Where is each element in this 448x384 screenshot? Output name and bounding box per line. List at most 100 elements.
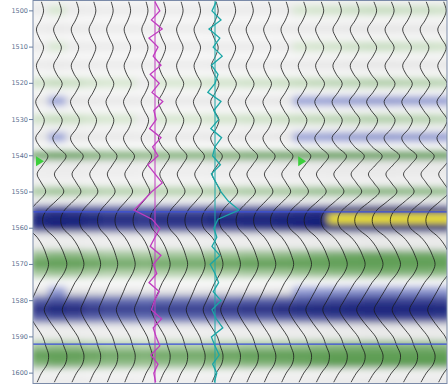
amplitude-cell: [48, 214, 66, 224]
amplitude-cell: [310, 305, 328, 315]
amplitude-cell: [241, 196, 259, 206]
amplitude-cell: [171, 377, 189, 384]
amplitude-cell: [293, 305, 311, 315]
amplitude-cell: [66, 268, 84, 278]
amplitude-cell: [223, 6, 241, 16]
y-tick: [29, 264, 33, 265]
amplitude-cell: [345, 124, 363, 134]
plot-frame: [33, 1, 447, 384]
amplitude-cell: [66, 377, 84, 384]
amplitude-cell: [275, 69, 293, 79]
amplitude-cell: [275, 60, 293, 70]
amplitude-cell: [398, 87, 416, 97]
amplitude-cell: [398, 268, 416, 278]
amplitude-cell: [101, 377, 119, 384]
amplitude-cell: [363, 377, 381, 384]
amplitude-cell: [48, 60, 66, 70]
amplitude-cell: [258, 0, 276, 7]
amplitude-cell: [118, 133, 136, 143]
amplitude-cell: [171, 350, 189, 360]
amplitude-cell: [398, 377, 416, 384]
amplitude-cell: [33, 42, 49, 52]
amplitude-cell: [118, 24, 136, 34]
amplitude-cell: [241, 115, 259, 125]
amplitude-cell: [345, 51, 363, 61]
amplitude-cell: [310, 105, 328, 115]
amplitude-cell: [328, 69, 346, 79]
amplitude-cell: [398, 60, 416, 70]
amplitude-cell: [223, 350, 241, 360]
amplitude-cell: [415, 377, 433, 384]
amplitude-cell: [118, 187, 136, 197]
amplitude-cell: [363, 332, 381, 342]
wiggle-trace: [61, 2, 84, 382]
amplitude-cell: [188, 196, 206, 206]
amplitude-cell: [363, 6, 381, 16]
amplitude-cell: [433, 314, 447, 324]
wiggle-trace: [33, 2, 49, 382]
amplitude-cell: [328, 115, 346, 125]
amplitude-cell: [223, 105, 241, 115]
amplitude-cell: [345, 377, 363, 384]
amplitude-cell: [433, 33, 447, 43]
amplitude-cell: [328, 287, 346, 297]
amplitude-cell: [275, 359, 293, 369]
amplitude-cell: [136, 178, 154, 188]
y-tick: [29, 83, 33, 84]
amplitude-cell: [380, 169, 398, 179]
amplitude-cell: [398, 115, 416, 125]
amplitude-cell: [328, 42, 346, 52]
amplitude-cell: [83, 223, 101, 233]
amplitude-cell: [66, 6, 84, 16]
amplitude-cell: [345, 115, 363, 125]
y-tick: [29, 228, 33, 229]
amplitude-cell: [293, 332, 311, 342]
amplitude-cell: [415, 51, 433, 61]
well-log: [134, 2, 163, 382]
amplitude-cell: [118, 60, 136, 70]
amplitude-cell: [101, 187, 119, 197]
amplitude-cell: [33, 314, 49, 324]
amplitude-cell: [171, 187, 189, 197]
amplitude-cell: [188, 24, 206, 34]
amplitude-cell: [363, 24, 381, 34]
amplitude-cell: [48, 359, 66, 369]
amplitude-cell: [66, 151, 84, 161]
amplitude-cell: [345, 341, 363, 351]
amplitude-cell: [153, 105, 171, 115]
amplitude-cell: [83, 105, 101, 115]
amplitude-cell: [415, 96, 433, 106]
amplitude-cell: [415, 33, 433, 43]
amplitude-cell: [171, 69, 189, 79]
amplitude-cell: [171, 6, 189, 16]
amplitude-cell: [258, 287, 276, 297]
amplitude-cell: [101, 69, 119, 79]
amplitude-cell: [328, 305, 346, 315]
amplitude-cell: [433, 160, 447, 170]
amplitude-cell: [223, 377, 241, 384]
amplitude-cell: [380, 24, 398, 34]
amplitude-cell: [258, 78, 276, 88]
amplitude-cell: [310, 115, 328, 125]
amplitude-cell: [101, 51, 119, 61]
amplitude-cell: [380, 105, 398, 115]
amplitude-cell: [345, 287, 363, 297]
amplitude-cell: [241, 296, 259, 306]
amplitude-cell: [136, 287, 154, 297]
amplitude-cell: [136, 133, 154, 143]
wiggle-trace: [304, 2, 329, 382]
amplitude-cell: [66, 214, 84, 224]
amplitude-cell: [293, 124, 311, 134]
amplitude-cell: [48, 6, 66, 16]
amplitude-cell: [310, 296, 328, 306]
amplitude-cell: [433, 250, 447, 260]
amplitude-cell: [275, 268, 293, 278]
amplitude-cell: [223, 51, 241, 61]
y-tick-label: 1570: [11, 260, 28, 268]
amplitude-cell: [101, 124, 119, 134]
amplitude-cell: [83, 87, 101, 97]
amplitude-cell: [188, 250, 206, 260]
amplitude-cell: [66, 15, 84, 25]
amplitude-cell: [258, 124, 276, 134]
amplitude-cell: [310, 96, 328, 106]
